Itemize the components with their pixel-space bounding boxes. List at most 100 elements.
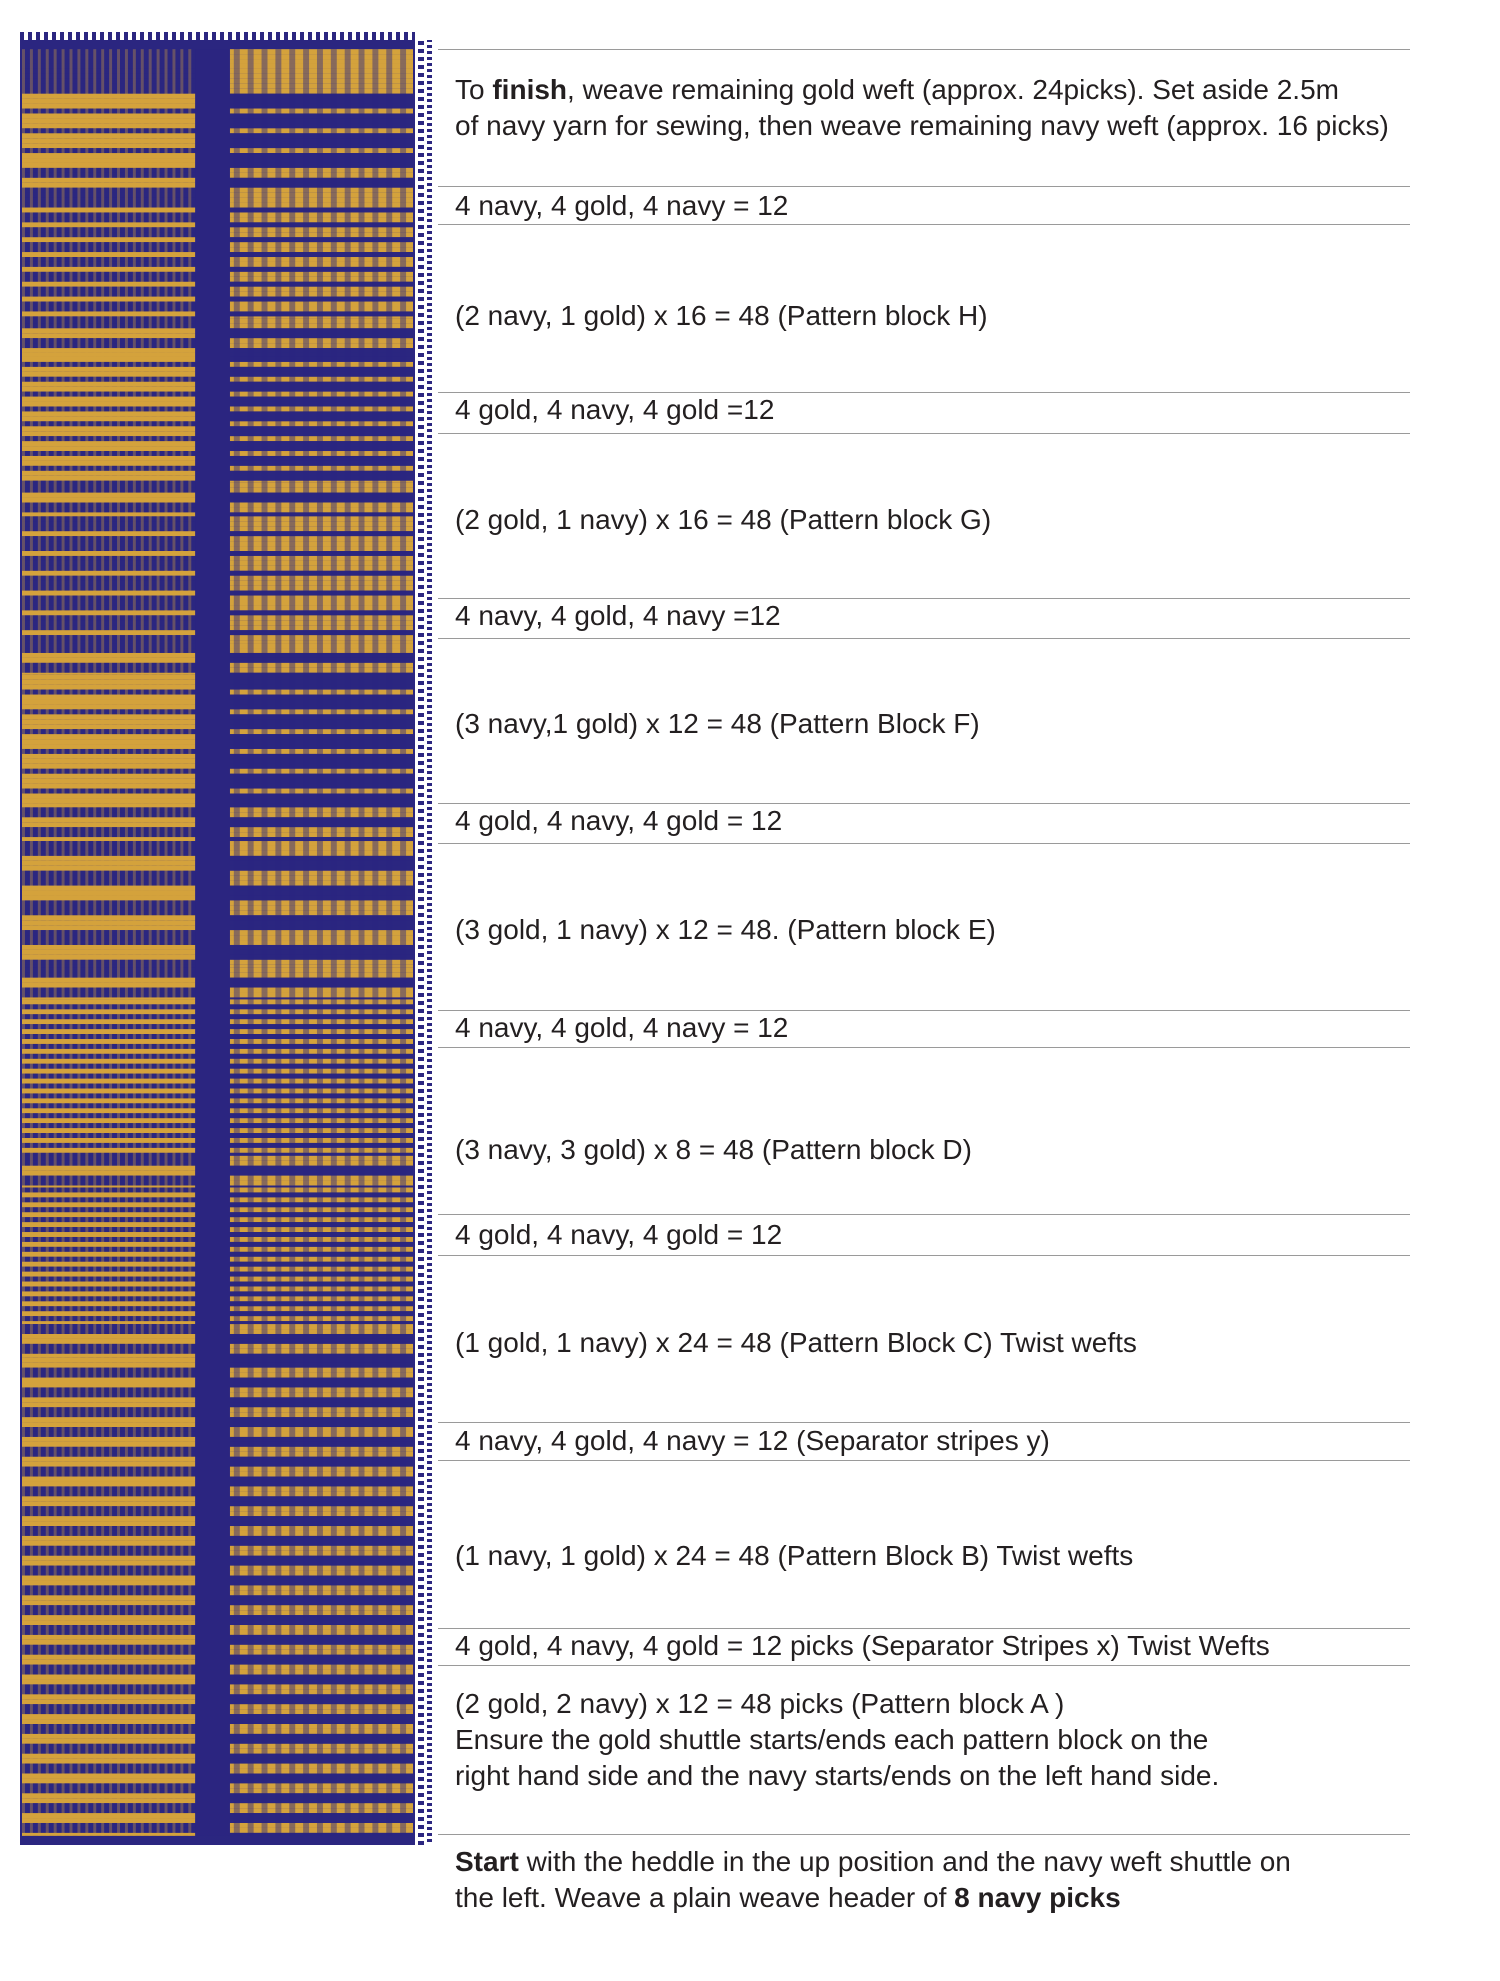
weft-pick xyxy=(229,227,413,233)
weft-pick xyxy=(229,148,413,154)
weft-pick xyxy=(22,1545,196,1551)
weft-pick xyxy=(22,1451,196,1457)
weft-pick xyxy=(229,855,413,861)
weft-pick xyxy=(229,1822,413,1828)
weft-pick xyxy=(22,910,196,916)
weft-pick xyxy=(229,1034,413,1040)
weft-pick xyxy=(22,202,196,208)
warp-stripe xyxy=(29,49,33,1836)
weft-pick xyxy=(22,1758,196,1764)
weft-pick xyxy=(22,865,196,871)
weft-pick xyxy=(229,1565,413,1571)
weft-pick xyxy=(22,1471,196,1477)
weft-pick xyxy=(229,1217,413,1223)
weft-pick xyxy=(229,1649,413,1655)
weft-pick xyxy=(229,1738,413,1744)
weft-pick xyxy=(229,1733,413,1739)
weft-pick xyxy=(229,1778,413,1784)
weft-pick xyxy=(22,1575,196,1581)
weft-pick xyxy=(229,1377,413,1383)
weft-pick xyxy=(22,1192,196,1198)
weft-pick xyxy=(229,1788,413,1794)
weft-pick xyxy=(229,987,413,993)
weft-pick xyxy=(22,1311,196,1317)
weft-pick xyxy=(22,1217,196,1223)
weft-pick xyxy=(22,1629,196,1635)
weft-pick xyxy=(22,822,196,828)
weft-pick xyxy=(229,1724,413,1729)
weft-pick xyxy=(22,1256,196,1262)
weft-pick xyxy=(22,1798,196,1804)
weft-pick xyxy=(229,1803,413,1809)
weft-pick xyxy=(22,684,196,690)
weft-pick xyxy=(229,930,413,936)
weft-pick xyxy=(22,615,196,621)
weft-pick xyxy=(22,507,196,513)
weft-pick xyxy=(22,212,196,218)
weft-pick xyxy=(229,416,413,422)
weft-pick xyxy=(22,371,196,377)
weft-pick xyxy=(229,992,413,998)
weft-pick xyxy=(229,865,413,871)
weft-pick xyxy=(229,699,413,705)
weft-pick xyxy=(229,1175,413,1181)
weft-pick xyxy=(229,954,413,960)
weft-pick xyxy=(22,704,196,710)
weft-pick xyxy=(22,436,196,442)
weft-pick xyxy=(229,1338,413,1344)
weft-pick xyxy=(229,1555,413,1561)
weft-pick xyxy=(229,1753,413,1759)
weft-pick xyxy=(22,1748,196,1754)
weft-pick xyxy=(229,1590,413,1596)
weft-pick xyxy=(229,1118,413,1124)
weft-pick xyxy=(22,1103,196,1109)
weft-pick xyxy=(22,1175,196,1181)
weft-pick xyxy=(22,1526,196,1531)
weft-pick xyxy=(22,1227,196,1233)
weft-pick xyxy=(229,1446,413,1452)
weft-pick xyxy=(22,162,196,168)
weft-pick xyxy=(229,724,413,730)
weft-pick xyxy=(229,1813,413,1819)
weft-pick xyxy=(229,475,413,481)
weft-pick xyxy=(229,585,413,591)
weft-pick xyxy=(229,1098,413,1104)
weft-pick xyxy=(22,1093,196,1099)
weft-pick xyxy=(229,1580,413,1586)
weft-pick xyxy=(229,1407,413,1413)
weft-pick xyxy=(22,739,196,745)
weft-pick xyxy=(22,709,196,715)
weft-pick xyxy=(22,187,196,193)
weft-pick xyxy=(229,1466,413,1472)
weft-pick xyxy=(22,1251,196,1257)
weft-pick xyxy=(229,570,413,576)
weft-pick xyxy=(229,841,413,846)
start-bold: Start xyxy=(455,1846,519,1877)
weft-pick xyxy=(22,1118,196,1124)
weft-pick xyxy=(22,1664,196,1670)
divider xyxy=(438,186,1410,187)
weft-pick xyxy=(229,652,413,658)
warp-stripe xyxy=(22,49,25,1836)
weft-pick xyxy=(229,401,413,407)
weft-pick xyxy=(22,575,196,581)
weave-step-text: (1 navy, 1 gold) x 24 = 48 (Pattern Bloc… xyxy=(455,1540,1134,1571)
weft-pick xyxy=(229,396,413,402)
weft-pick xyxy=(22,977,196,983)
weft-pick xyxy=(22,421,196,427)
weft-pick xyxy=(229,1073,413,1079)
weft-pick xyxy=(229,436,413,442)
weft-pick xyxy=(22,915,196,921)
warp-stripe xyxy=(316,49,323,1836)
weft-pick xyxy=(229,1296,413,1302)
weft-pick xyxy=(229,1451,413,1457)
weft-pick xyxy=(229,625,413,631)
weft-pick xyxy=(22,1286,196,1292)
weft-pick xyxy=(22,68,196,74)
weft-pick xyxy=(22,1068,196,1074)
weft-pick xyxy=(229,845,413,851)
weft-pick xyxy=(229,1639,413,1645)
weft-pick xyxy=(229,281,413,287)
weft-pick xyxy=(229,541,413,547)
weft-pick xyxy=(22,1659,196,1665)
